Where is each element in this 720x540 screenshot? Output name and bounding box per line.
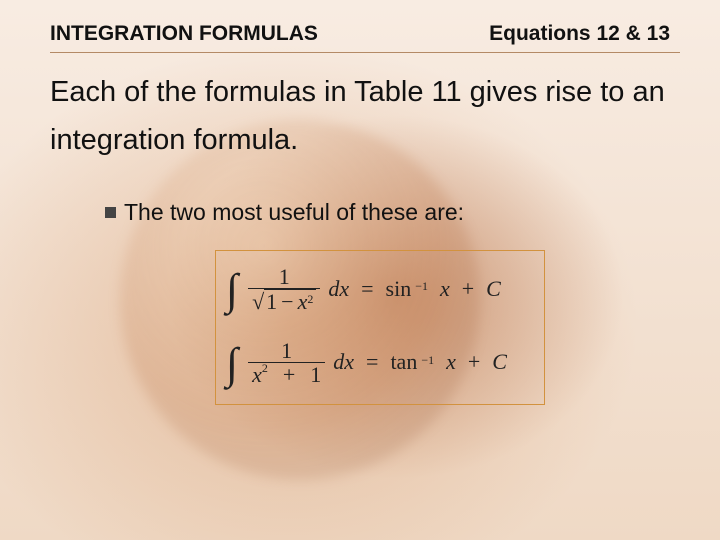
radicand-exp: 2 (307, 293, 313, 306)
eq-1: = (361, 276, 373, 302)
rhs-x-1: x (440, 276, 450, 302)
integral-icon: ∫ (226, 349, 238, 380)
radicand-1: 1 (266, 290, 277, 313)
den-exp: 2 (262, 361, 268, 375)
den-x: x (252, 362, 262, 387)
equation-label: Equations 12 & 13 (489, 22, 680, 46)
dx-2: dx (333, 349, 354, 375)
frac2-denominator: x2 + 1 (248, 362, 325, 386)
plus-1: + (462, 276, 474, 302)
rhs-x-2: x (446, 349, 456, 375)
const-c-1: C (486, 276, 501, 302)
bullet-text: The two most useful of these are: (124, 199, 464, 226)
formula-1: ∫ 1 √ 1 − x2 dx (226, 265, 534, 313)
header-row: INTEGRATION FORMULAS Equations 12 & 13 (50, 22, 680, 46)
tan-sup: −1 (421, 353, 434, 368)
header-rule (50, 52, 680, 53)
radicand-op: − (281, 290, 293, 313)
tan-label: tan (390, 349, 417, 375)
bullet-square-icon (105, 207, 116, 218)
section-title: INTEGRATION FORMULAS (50, 22, 318, 46)
body-paragraph: Each of the formulas in Table 11 gives r… (50, 69, 680, 165)
radicand-x: x (298, 290, 308, 313)
eq-2: = (366, 349, 378, 375)
den-1: 1 (310, 362, 321, 387)
fraction-2: 1 x2 + 1 (248, 339, 325, 386)
formula-2: ∫ 1 x2 + 1 dx = tan−1 x + C (226, 339, 534, 386)
plus-2: + (468, 349, 480, 375)
frac1-numerator: 1 (275, 265, 294, 288)
sin-label: sin (386, 276, 412, 302)
slide: INTEGRATION FORMULAS Equations 12 & 13 E… (0, 0, 720, 540)
sqrt-icon: √ 1 − x2 (252, 289, 316, 313)
frac1-denominator: √ 1 − x2 (248, 288, 320, 313)
formula-box: ∫ 1 √ 1 − x2 dx (215, 250, 545, 405)
frac2-numerator: 1 (277, 339, 296, 362)
integral-icon: ∫ (226, 275, 238, 306)
dx-1: dx (328, 276, 349, 302)
fraction-1: 1 √ 1 − x2 (248, 265, 320, 313)
sin-sup: −1 (415, 279, 428, 294)
bullet-row: The two most useful of these are: (105, 199, 680, 226)
const-c-2: C (492, 349, 507, 375)
den-op: + (283, 362, 295, 387)
